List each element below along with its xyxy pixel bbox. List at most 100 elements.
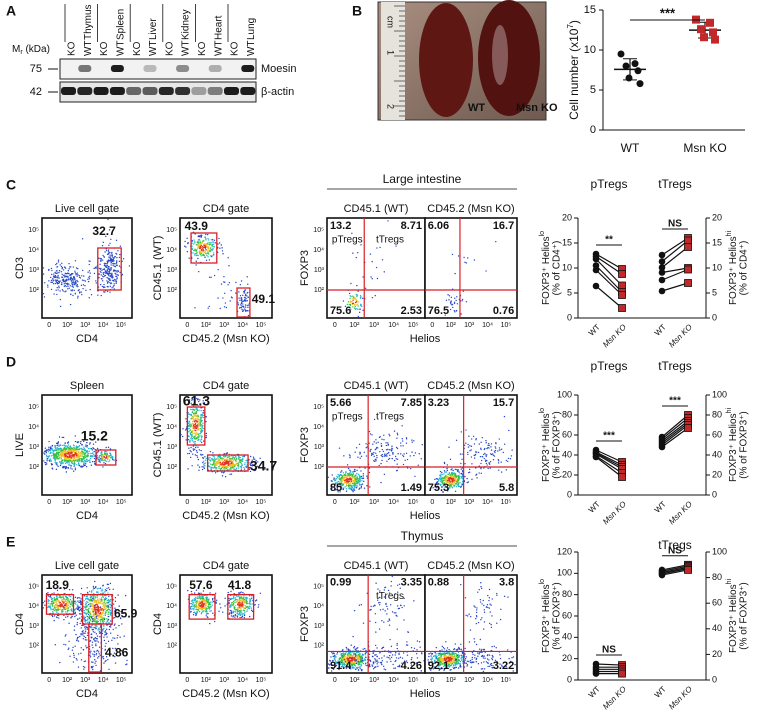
- y-tick-label: 10²: [29, 287, 40, 294]
- event-dot: [89, 272, 91, 274]
- event-dot: [102, 620, 104, 622]
- pair-line: [661, 267, 689, 274]
- event-dot: [77, 297, 79, 299]
- event-dot: [455, 439, 458, 442]
- event-dot: [193, 412, 195, 415]
- event-dot: [224, 463, 227, 465]
- event-dot: [91, 624, 94, 626]
- event-dot: [80, 587, 83, 590]
- event-dot: [83, 275, 85, 277]
- event-dot: [452, 483, 454, 485]
- event-dot: [109, 242, 111, 245]
- event-dot: [90, 617, 93, 619]
- event-dot: [87, 598, 89, 601]
- event-dot: [64, 272, 67, 275]
- event-dot: [65, 445, 68, 447]
- event-dot: [50, 288, 53, 291]
- event-dot: [191, 431, 194, 433]
- event-dot: [191, 241, 194, 243]
- event-dot: [68, 287, 70, 289]
- event-dot: [207, 237, 209, 240]
- event-dot: [349, 477, 351, 479]
- y-axis-label: FOXP3⁺ Helioshi: [726, 231, 738, 306]
- event-dot: [89, 455, 92, 458]
- event-dot: [83, 446, 85, 448]
- event-dot: [71, 468, 73, 470]
- event-dot: [229, 460, 231, 462]
- event-dot: [90, 666, 93, 668]
- event-dot: [201, 413, 203, 415]
- event-dot: [77, 462, 80, 464]
- event-dot: [81, 293, 83, 296]
- event-dot: [82, 465, 84, 467]
- event-dot: [54, 644, 56, 646]
- event-dot: [492, 459, 495, 461]
- event-dot: [347, 301, 350, 303]
- event-dot: [198, 238, 201, 241]
- event-dot: [372, 443, 374, 445]
- event-dot: [103, 625, 105, 627]
- event-dot: [73, 625, 76, 627]
- event-dot: [197, 404, 199, 407]
- event-dot: [73, 276, 76, 279]
- x-tick-label: 10²: [201, 322, 212, 329]
- event-dot: [193, 243, 195, 245]
- event-dot: [45, 452, 48, 454]
- event-dot: [68, 449, 71, 452]
- gate-percent: 65.9: [114, 606, 138, 620]
- event-dot: [222, 457, 224, 460]
- event-dot: [348, 479, 351, 481]
- point: [700, 33, 708, 42]
- event-dot: [49, 452, 52, 454]
- event-dot: [195, 450, 198, 452]
- event-dot: [249, 470, 252, 473]
- event-dot: [202, 253, 205, 256]
- event-dot: [256, 465, 259, 468]
- event-dot: [112, 264, 114, 266]
- event-dot: [74, 270, 76, 272]
- group-title: tTregs: [658, 177, 692, 191]
- event-dot: [259, 457, 261, 459]
- event-dot: [115, 282, 117, 284]
- event-dot: [118, 256, 121, 259]
- event-dot: [77, 280, 79, 283]
- event-dot: [92, 611, 94, 613]
- event-dot: [81, 451, 83, 453]
- label-part: (kDa): [25, 44, 49, 55]
- event-dot: [194, 433, 197, 435]
- event-dot: [109, 632, 112, 634]
- event-dot: [203, 464, 205, 466]
- event-dot: [218, 464, 221, 466]
- event-dot: [349, 301, 352, 303]
- event-dot: [103, 617, 105, 619]
- event-dot: [113, 624, 116, 626]
- event-dot: [387, 448, 389, 451]
- event-dot: [55, 442, 58, 445]
- point: [709, 28, 717, 37]
- x-tick-label: 10³: [80, 499, 91, 506]
- y-tick-label: 100: [557, 389, 572, 399]
- event-dot: [465, 442, 467, 444]
- event-dot: [83, 595, 86, 597]
- event-dot: [247, 283, 249, 285]
- event-dot: [227, 256, 229, 259]
- event-dot: [198, 252, 201, 254]
- event-dot: [194, 435, 197, 437]
- event-dot: [55, 447, 57, 450]
- y-tick-label: 15: [562, 237, 572, 247]
- y-axis-label: FOXP3⁺ Helioshi: [726, 408, 738, 483]
- event-dot: [63, 460, 66, 462]
- event-dot: [468, 435, 470, 437]
- event-dot: [201, 427, 203, 430]
- event-dot: [199, 404, 202, 406]
- event-dot: [395, 458, 397, 460]
- event-dot: [74, 459, 77, 462]
- event-dot: [253, 469, 255, 472]
- x-tick-label: WT: [653, 322, 668, 337]
- event-dot: [213, 246, 215, 248]
- event-dot: [62, 450, 65, 453]
- event-dot: [103, 256, 105, 258]
- event-dot: [234, 459, 237, 461]
- event-dot: [76, 450, 79, 452]
- blot-moesin: [59, 58, 257, 80]
